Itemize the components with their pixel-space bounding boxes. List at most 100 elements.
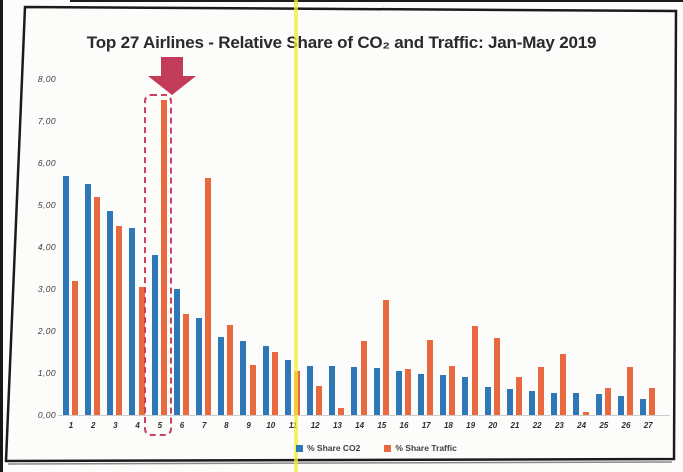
traffic-swatch-icon [384,444,392,452]
bar-co2 [284,360,291,415]
bar-traffic [493,338,500,415]
bar-co2 [351,367,358,415]
legend-label-co2: % Share CO2 [307,443,361,453]
x-tick-label: 19 [466,421,476,430]
bar-traffic [604,388,611,415]
bar-traffic [649,388,656,415]
x-tick-label: 14 [355,421,365,430]
bar-co2 [196,318,202,415]
x-tick-label: 13 [332,421,342,430]
bar-co2 [107,211,114,415]
bar-traffic [427,340,434,415]
x-tick-label: 27 [643,421,653,430]
bar-co2 [462,377,469,415]
bar-co2 [373,368,380,415]
bar-co2 [129,228,136,415]
yellow-highlighter-line [294,0,298,472]
bar-traffic [449,366,456,415]
x-tick-label: 6 [179,421,185,430]
bar-traffic [382,300,389,415]
bar-traffic [538,367,545,415]
y-tick-label: 5,00 [37,200,56,210]
x-tick-label: 21 [510,421,520,430]
legend-label-traffic: % Share Traffic [395,443,457,453]
bar-co2 [573,393,580,415]
bar-co2 [151,255,158,415]
x-tick-label: 5 [157,421,163,430]
bar-co2 [506,389,513,415]
bar-traffic [515,377,522,415]
bar-co2 [595,394,602,415]
x-tick-label: 18 [443,421,453,430]
x-tick-label: 17 [421,421,431,430]
bar-co2 [173,289,180,415]
x-axis-line [58,415,670,416]
x-tick-label: 23 [554,421,564,430]
bar-traffic [626,367,633,415]
bar-traffic [404,369,411,415]
bar-traffic [182,314,189,415]
bar-co2 [329,366,336,415]
x-tick-label: 3 [113,421,118,430]
x-tick-label: 16 [399,421,409,430]
y-tick-label: 1,00 [37,368,56,378]
bar-co2 [240,341,247,415]
bar-co2 [440,375,447,415]
x-tick-label: 20 [488,421,498,430]
bar-co2 [262,346,269,415]
x-tick-label: 4 [135,421,140,430]
co2-swatch-icon [296,444,303,452]
y-tick-label: 0,00 [37,410,56,420]
x-tick-label: 22 [532,421,542,430]
bar-traffic [360,341,367,415]
bar-co2 [218,337,225,415]
chart-title: Top 27 Airlines - Relative Share of CO₂ … [86,33,597,52]
bar-co2 [85,184,91,415]
legend-item-traffic: % Share Traffic [384,443,457,453]
x-tick-label: 25 [599,421,609,430]
x-tick-label: 15 [377,421,387,430]
y-tick-label: 6,00 [37,158,56,168]
bar-co2 [551,393,558,415]
x-tick-label: 1 [68,421,74,430]
x-tick-label: 12 [310,421,320,430]
bar-co2 [529,391,535,415]
bar-traffic [338,408,345,415]
x-tick-label: 2 [90,421,96,430]
bar-traffic [138,287,145,415]
bar-traffic [271,352,278,415]
x-tick-label: 9 [246,421,251,430]
x-tick-label: 11 [288,421,298,430]
bar-traffic [560,354,567,415]
bar-traffic [471,326,478,415]
y-tick-label: 7,00 [37,116,56,126]
legend-item-co2: % Share CO2 [296,443,360,453]
x-tick-label: 26 [621,421,631,430]
x-tick-label: 24 [577,421,587,430]
bar-traffic [205,178,212,415]
highlight-arrow-icon [148,57,196,95]
bar-co2 [418,374,424,415]
bar-traffic [160,100,167,415]
y-tick-label: 3,00 [37,284,56,294]
bar-traffic [249,365,256,415]
highlight-box [144,94,172,436]
bar-traffic [227,325,234,415]
bar-traffic [94,197,101,415]
bar-co2 [617,396,624,415]
bar-co2 [484,387,491,415]
scan-edge-artifact-top [70,0,683,2]
bar-traffic [116,226,123,415]
bar-co2 [395,371,402,415]
bar-co2 [640,399,646,415]
y-tick-label: 2,00 [37,326,56,336]
y-tick-label: 8,00 [37,74,56,84]
chart-legend: % Share CO2 % Share Traffic [296,443,457,453]
x-tick-label: 7 [201,421,207,430]
bar-co2 [62,176,69,415]
y-tick-label: 4,00 [37,242,56,252]
x-tick-label: 10 [266,421,276,430]
